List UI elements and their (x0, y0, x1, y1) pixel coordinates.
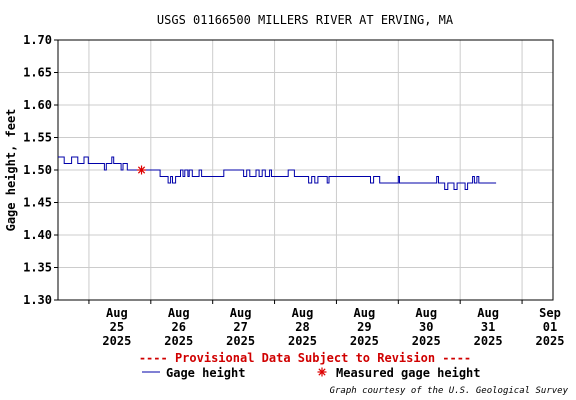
y-tick-label: 1.40 (23, 228, 52, 242)
measurement-marker (137, 165, 147, 175)
x-tick-label-year: 2025 (350, 334, 379, 348)
x-tick-label-year: 2025 (288, 334, 317, 348)
x-tick-label-year: 2025 (102, 334, 131, 348)
x-tick-label-month: Aug (230, 306, 252, 320)
grid-lines (58, 39, 553, 301)
legend-label-measured: Measured gage height (336, 366, 481, 380)
x-tick-label-month: Aug (292, 306, 314, 320)
y-tick-label: 1.30 (23, 293, 52, 307)
chart-title: USGS 01166500 MILLERS RIVER AT ERVING, M… (157, 13, 454, 27)
x-tick-label-date: 31 (481, 320, 495, 334)
y-tick-label: 1.70 (23, 33, 52, 47)
x-tick-label-month: Aug (477, 306, 499, 320)
x-tick-label-date: 30 (419, 320, 433, 334)
x-tick-label-year: 2025 (226, 334, 255, 348)
provisional-note: ---- Provisional Data Subject to Revisio… (139, 351, 471, 365)
courtesy-note: Graph courtesy of the U.S. Geological Su… (330, 386, 569, 396)
x-tick-label-date: 25 (110, 320, 124, 334)
x-tick-label-date: 29 (357, 320, 371, 334)
y-axis-label: Gage height, feet (4, 109, 18, 232)
y-tick-label: 1.60 (23, 98, 52, 112)
y-tick-label: 1.65 (23, 66, 52, 80)
x-tick-label-year: 2025 (474, 334, 503, 348)
x-tick-label-year: 2025 (536, 334, 565, 348)
x-tick-label-date: 27 (233, 320, 247, 334)
x-axis-ticks: Aug252025Aug262025Aug272025Aug282025Aug2… (88, 300, 565, 348)
legend-label-gage-height: Gage height (166, 366, 245, 380)
y-tick-label: 1.50 (23, 163, 52, 177)
x-tick-label-year: 2025 (164, 334, 193, 348)
measurement-markers (137, 165, 147, 175)
legend-asterisk-icon (317, 367, 327, 377)
legend-marker-swatch (317, 367, 327, 377)
x-tick-label-month: Aug (168, 306, 190, 320)
y-axis-ticks: 1.70 1.65 1.60 1.55 1.50 1.45 1.40 1.35 1.30 (23, 33, 58, 307)
x-tick-label-date: 01 (543, 320, 557, 334)
x-tick-label-year: 2025 (412, 334, 441, 348)
x-tick-label-date: 28 (295, 320, 309, 334)
series-line-gage-height (58, 156, 497, 190)
y-tick-label: 1.45 (23, 196, 52, 210)
x-tick-label-month: Sep (539, 306, 561, 320)
x-tick-label-date: 26 (172, 320, 186, 334)
x-tick-label-month: Aug (415, 306, 437, 320)
y-tick-label: 1.55 (23, 131, 52, 145)
y-tick-label: 1.35 (23, 261, 52, 275)
x-tick-label-month: Aug (106, 306, 128, 320)
x-tick-label-month: Aug (354, 306, 376, 320)
